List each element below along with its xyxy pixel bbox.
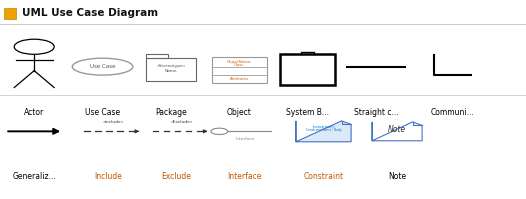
Text: Attributes: Attributes bbox=[230, 77, 249, 81]
Polygon shape bbox=[296, 121, 351, 142]
FancyBboxPatch shape bbox=[146, 58, 196, 81]
FancyBboxPatch shape bbox=[211, 57, 267, 83]
Text: Use Case: Use Case bbox=[90, 64, 115, 69]
Text: System B...: System B... bbox=[286, 108, 329, 117]
Text: Note: Note bbox=[388, 172, 406, 181]
Text: Actor: Actor bbox=[24, 108, 44, 117]
Text: Use Case: Use Case bbox=[85, 108, 120, 117]
Text: Straight c...: Straight c... bbox=[354, 108, 398, 117]
Polygon shape bbox=[372, 122, 422, 141]
Text: «Stereotype»
Name: «Stereotype» Name bbox=[156, 64, 186, 73]
Ellipse shape bbox=[72, 58, 133, 75]
Text: Communi...: Communi... bbox=[430, 108, 474, 117]
Text: Constraint: Constraint bbox=[304, 172, 343, 181]
Text: Package: Package bbox=[155, 108, 187, 117]
FancyBboxPatch shape bbox=[280, 54, 336, 85]
Text: Interface: Interface bbox=[236, 137, 256, 141]
Text: Class: Class bbox=[234, 63, 245, 67]
Text: Exclude: Exclude bbox=[161, 172, 191, 181]
Text: Constraint Name : Body: Constraint Name : Body bbox=[306, 128, 341, 132]
FancyBboxPatch shape bbox=[146, 54, 168, 58]
Text: {constraint}:: {constraint}: bbox=[311, 124, 336, 128]
Text: Object: Object bbox=[227, 108, 252, 117]
Text: Generaliz...: Generaliz... bbox=[12, 172, 56, 181]
Text: «include»: «include» bbox=[103, 120, 124, 124]
Text: Note: Note bbox=[388, 125, 406, 134]
Text: «Exclude»: «Exclude» bbox=[170, 120, 193, 124]
Text: ObjectName:: ObjectName: bbox=[227, 60, 252, 64]
Text: UML Use Case Diagram: UML Use Case Diagram bbox=[22, 8, 158, 18]
Text: Include: Include bbox=[94, 172, 122, 181]
FancyBboxPatch shape bbox=[4, 8, 16, 19]
Text: Interface: Interface bbox=[227, 172, 262, 181]
